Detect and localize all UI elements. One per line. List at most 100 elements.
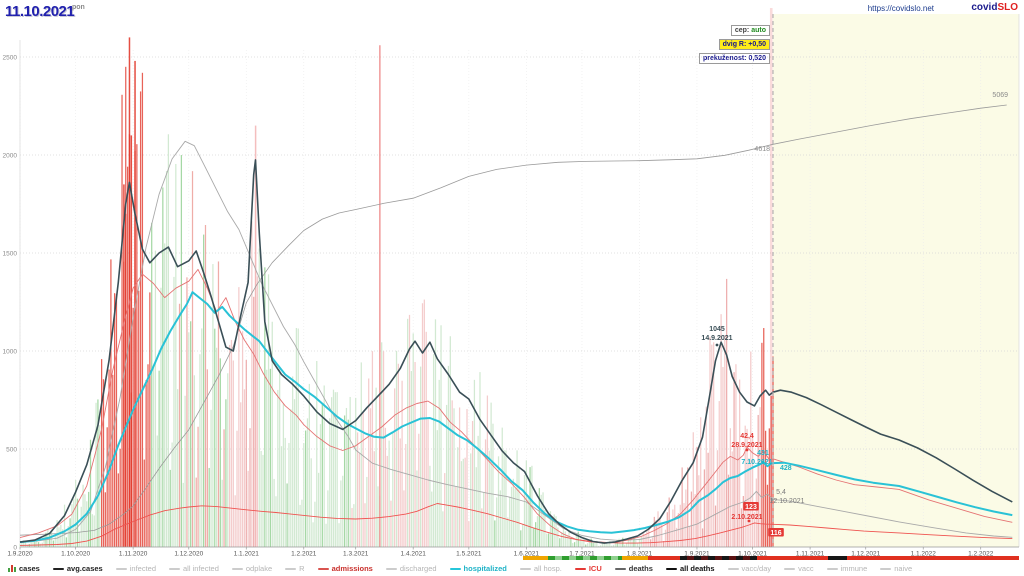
legend-swatch bbox=[317, 567, 329, 570]
legend-swatch bbox=[169, 567, 181, 570]
legend-swatch bbox=[519, 567, 531, 570]
svg-text:1.1.2021: 1.1.2021 bbox=[234, 551, 260, 558]
legend-swatch bbox=[784, 567, 796, 570]
svg-text:1.7.2021: 1.7.2021 bbox=[569, 551, 595, 558]
legend-item-icu[interactable]: ICU bbox=[574, 564, 602, 573]
legend-item-all-deaths[interactable]: all deaths bbox=[665, 564, 715, 573]
svg-text:2.10.2021: 2.10.2021 bbox=[731, 514, 762, 521]
legend-label: all infected bbox=[183, 564, 219, 573]
brand-covid: covid bbox=[971, 2, 998, 13]
svg-text:1.10.2020: 1.10.2020 bbox=[61, 551, 90, 558]
svg-text:1.11.2020: 1.11.2020 bbox=[119, 551, 148, 558]
svg-text:123: 123 bbox=[745, 504, 757, 511]
svg-text:42,4: 42,4 bbox=[740, 433, 754, 440]
svg-text:1.1.2022: 1.1.2022 bbox=[911, 551, 937, 558]
legend-item-vacc-day[interactable]: vacc/day bbox=[727, 564, 772, 573]
svg-text:28.9.2021: 28.9.2021 bbox=[731, 442, 762, 449]
legend-label: naive bbox=[894, 564, 913, 573]
svg-text:1.8.2021: 1.8.2021 bbox=[627, 551, 653, 558]
svg-text:0: 0 bbox=[13, 545, 17, 552]
svg-text:1.9.2020: 1.9.2020 bbox=[7, 551, 33, 558]
control-prekuzenost-value: 0,520 bbox=[748, 55, 766, 62]
control-dvig-r-label: dvig R: bbox=[722, 41, 747, 48]
control-cep[interactable]: cep: auto bbox=[730, 25, 770, 36]
legend-item-deaths[interactable]: deaths bbox=[614, 564, 653, 573]
control-dvig-r-value: +0,50 bbox=[748, 41, 766, 48]
control-cep-value: auto bbox=[751, 27, 766, 34]
svg-text:5,4: 5,4 bbox=[776, 489, 786, 496]
legend-label: vacc bbox=[798, 564, 814, 573]
legend-swatch bbox=[52, 567, 64, 570]
legend-item-naive[interactable]: naive bbox=[880, 564, 912, 573]
svg-text:14.9.2021: 14.9.2021 bbox=[701, 335, 732, 342]
legend-item-admissions[interactable]: admissions bbox=[317, 564, 373, 573]
svg-text:1.9.2021: 1.9.2021 bbox=[684, 551, 710, 558]
legend-label: R bbox=[299, 564, 305, 573]
legend-label: vacc/day bbox=[741, 564, 772, 573]
legend-swatch bbox=[449, 567, 461, 570]
page-title-date: 11.10.2021 bbox=[5, 3, 75, 20]
legend-item-odplake[interactable]: odplake bbox=[231, 564, 273, 573]
svg-text:1.10.2021: 1.10.2021 bbox=[738, 551, 767, 558]
svg-text:1.2.2021: 1.2.2021 bbox=[291, 551, 317, 558]
legend-swatch bbox=[614, 567, 626, 570]
svg-text:1045: 1045 bbox=[709, 326, 725, 333]
legend-item-all-infected[interactable]: all infected bbox=[169, 564, 219, 573]
svg-text:2500: 2500 bbox=[3, 55, 18, 62]
legend-label: odplake bbox=[245, 564, 273, 573]
legend-item-avg-cases[interactable]: avg.cases bbox=[52, 564, 103, 573]
legend-swatch bbox=[231, 567, 243, 570]
legend-swatch bbox=[826, 567, 838, 570]
chart-legend: cases avg.cases infected all infected odplak… bbox=[8, 562, 1024, 575]
svg-text:5069: 5069 bbox=[992, 92, 1008, 99]
legend-item-all-hosp-[interactable]: all hosp. bbox=[519, 564, 562, 573]
control-prekuzenost[interactable]: prekuženost: 0,520 bbox=[698, 53, 770, 64]
weekday-superscript: pon bbox=[72, 4, 85, 11]
svg-text:1000: 1000 bbox=[3, 349, 18, 356]
svg-text:4618: 4618 bbox=[754, 146, 770, 153]
legend-item-hospitalized[interactable]: hospitalized bbox=[449, 564, 507, 573]
svg-text:2000: 2000 bbox=[3, 153, 18, 160]
legend-label: immune bbox=[840, 564, 868, 573]
svg-text:1500: 1500 bbox=[3, 251, 18, 258]
legend-swatch bbox=[385, 567, 397, 570]
legend-swatch bbox=[285, 567, 297, 570]
svg-text:1.11.2021: 1.11.2021 bbox=[796, 551, 825, 558]
svg-text:500: 500 bbox=[6, 447, 17, 454]
legend-label: ICU bbox=[588, 564, 602, 573]
svg-text:12.10.2021: 12.10.2021 bbox=[769, 498, 804, 505]
svg-text:1.12.2021: 1.12.2021 bbox=[851, 551, 880, 558]
svg-text:1.6.2021: 1.6.2021 bbox=[514, 551, 540, 558]
legend-item-immune[interactable]: immune bbox=[826, 564, 868, 573]
legend-swatch bbox=[115, 567, 127, 570]
legend-label: discharged bbox=[399, 564, 437, 573]
legend-label: infected bbox=[129, 564, 157, 573]
svg-text:1.3.2021: 1.3.2021 bbox=[343, 551, 369, 558]
legend-label: hospitalized bbox=[463, 564, 507, 573]
legend-item-r[interactable]: R bbox=[285, 564, 305, 573]
cases-bars-icon bbox=[8, 565, 16, 572]
legend-label: admissions bbox=[331, 564, 373, 573]
svg-text:428: 428 bbox=[780, 465, 792, 472]
legend-item-vacc[interactable]: vacc bbox=[784, 564, 814, 573]
legend-item-infected[interactable]: infected bbox=[115, 564, 157, 573]
svg-text:1.5.2021: 1.5.2021 bbox=[456, 551, 482, 558]
legend-item-discharged[interactable]: discharged bbox=[385, 564, 437, 573]
svg-text:7.10.2021: 7.10.2021 bbox=[741, 459, 772, 466]
legend-label: avg.cases bbox=[66, 564, 103, 573]
control-dvig-r[interactable]: dvig R: +0,50 bbox=[718, 39, 770, 50]
legend-label: deaths bbox=[628, 564, 653, 573]
legend-swatch bbox=[665, 567, 677, 570]
legend-swatch bbox=[727, 567, 739, 570]
control-prekuzenost-label: prekuženost: bbox=[702, 55, 747, 62]
svg-text:1.12.2020: 1.12.2020 bbox=[174, 551, 203, 558]
brand-logo: covidSLO bbox=[971, 2, 1018, 13]
site-url[interactable]: https://covidslo.net bbox=[867, 4, 934, 13]
legend-swatch bbox=[574, 567, 586, 570]
legend-item-cases[interactable]: cases bbox=[8, 564, 40, 573]
svg-text:431: 431 bbox=[757, 450, 769, 457]
svg-text:116: 116 bbox=[770, 530, 781, 537]
legend-swatch bbox=[880, 567, 892, 570]
